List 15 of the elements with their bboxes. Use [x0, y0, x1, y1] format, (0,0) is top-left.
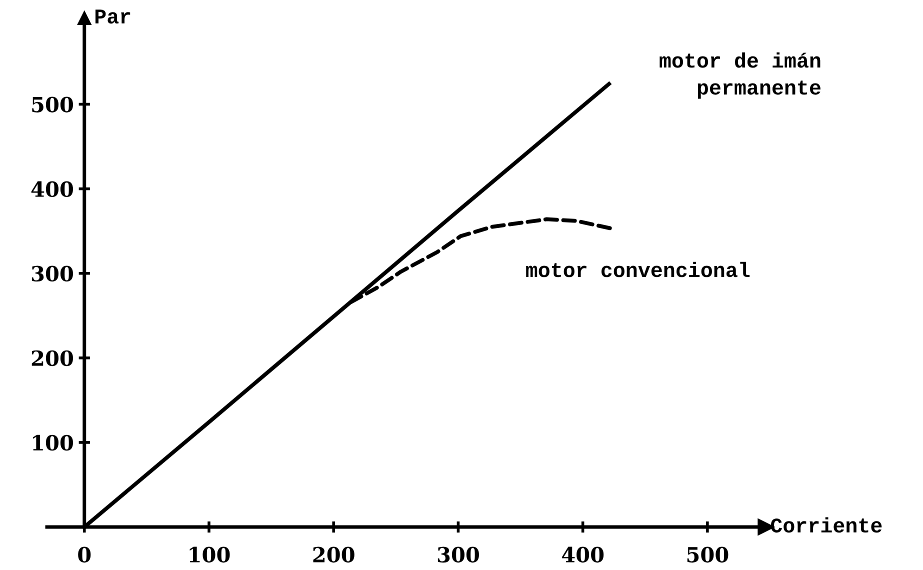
x-tick-label: 100 — [190, 546, 230, 563]
y-axis-title: Par — [95, 10, 130, 24]
x-tick-label: 500 — [687, 546, 728, 563]
x-axis-title: Corriente — [770, 517, 882, 533]
y-tick-label: 300 — [32, 266, 73, 282]
text: motor de imán permanente — [660, 52, 820, 99]
x-tick-label: 300 — [438, 546, 479, 563]
x-tick-label: 200 — [313, 546, 354, 563]
series-label: motor convencional — [526, 262, 750, 278]
y-tick-label: 200 — [32, 350, 73, 366]
y-tick-label: 500 — [32, 96, 73, 112]
y-tick-label: 100 — [33, 434, 73, 451]
x-tick-label: 0 — [78, 546, 91, 563]
x-tick-label: 400 — [562, 546, 604, 563]
y-tick-label: 400 — [31, 181, 73, 198]
